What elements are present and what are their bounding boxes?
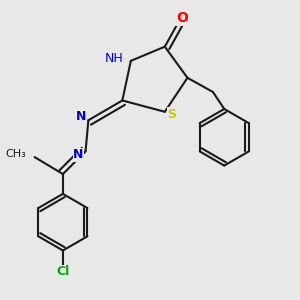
Text: N: N (76, 110, 86, 123)
Text: N: N (73, 148, 84, 161)
Text: Cl: Cl (56, 265, 70, 278)
Text: O: O (176, 11, 188, 26)
Text: S: S (167, 108, 176, 121)
Text: NH: NH (104, 52, 123, 64)
Text: CH₃: CH₃ (5, 149, 26, 159)
